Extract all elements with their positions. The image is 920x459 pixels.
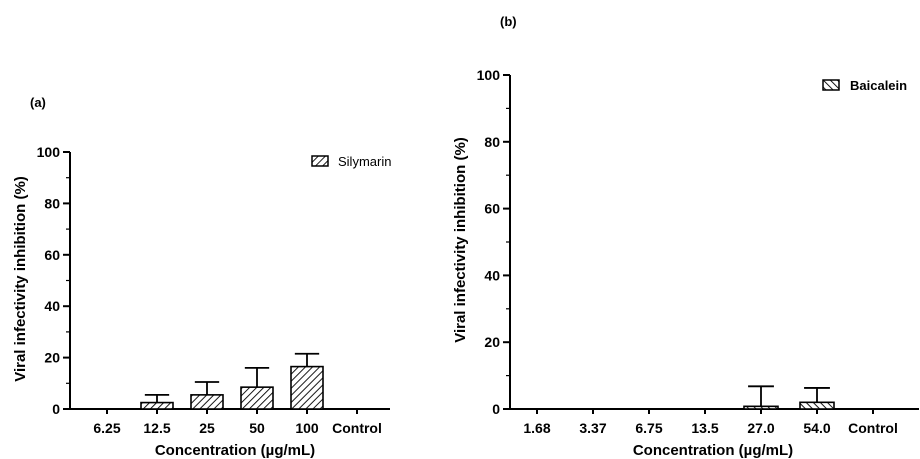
bar-a [140,401,174,410]
bar-a [190,394,224,410]
x-tick-label-b: 13.5 [691,420,718,436]
x-tick-label-a: Control [332,420,382,436]
y-tick-label-a: 0 [52,401,60,417]
axes-b: 0 20 40 60 80 100 1.68 3.37 6.75 13.5 27.0 54.0 Cont… [477,67,919,436]
legend-swatch-baicalein [822,79,840,91]
bar-b [799,401,835,410]
bar-a [290,365,324,410]
legend-b: Baicalein [822,78,907,93]
y-tick-label-b: 100 [477,67,501,83]
y-tick-label-b: 40 [484,267,500,283]
x-tick-label-b: 3.37 [579,420,606,436]
error-bar-a [194,381,220,395]
y-tick-label-b: 60 [484,201,500,217]
x-tick-label-a: 6.25 [93,420,120,436]
y-tick-label-b: 20 [484,334,500,350]
x-tick-label-a: 12.5 [143,420,170,436]
y-tick-label-a: 20 [44,350,60,366]
x-axis-label-a: Concentration (µg/mL) [155,442,315,459]
x-tick-label-b: 1.68 [523,420,550,436]
x-tick-label-a: 100 [295,420,319,436]
error-bar-a [244,366,270,388]
legend-a: Silymarin [311,154,391,169]
legend-swatch-silymarin [311,155,329,167]
error-bar-b [748,385,774,407]
axes-a: 0 20 40 60 80 100 6.25 12.5 25 50 100 Control [37,144,390,436]
y-axis-label-b: Viral infectivity inhibition (%) [452,137,469,343]
chart-panel-b: (b) Viral infectivity inhibition (%) Con… [452,14,919,459]
x-tick-label-a: 50 [249,420,265,436]
error-bar-b [804,387,830,403]
bar-b [743,405,779,410]
legend-label-silymarin: Silymarin [338,154,391,169]
x-tick-label-b: Control [848,420,898,436]
y-tick-label-a: 80 [44,195,60,211]
chart-panel-a: (a) Viral infectivity inhibition (%) Con… [12,95,391,459]
x-axis-label-b: Concentration (µg/mL) [633,442,793,459]
x-tick-label-b: 54.0 [803,420,830,436]
error-bar-a [294,352,320,367]
y-tick-label-a: 60 [44,247,60,263]
x-tick-label-b: 6.75 [635,420,662,436]
bars-b [743,385,835,410]
y-tick-label-b: 0 [492,401,500,417]
y-tick-label-b: 80 [484,134,500,150]
y-tick-label-a: 40 [44,298,60,314]
bar-a [240,386,274,410]
y-tick-label-a: 100 [37,144,61,160]
panel-label-b: (b) [500,14,517,29]
panel-label-a: (a) [30,95,46,110]
legend-label-baicalein: Baicalein [850,78,907,93]
error-bar-a [144,393,170,403]
x-tick-label-a: 25 [199,420,215,436]
y-axis-label-a: Viral infectivity inhibition (%) [12,176,29,382]
x-tick-label-b: 27.0 [747,420,774,436]
bars-a [140,352,324,410]
